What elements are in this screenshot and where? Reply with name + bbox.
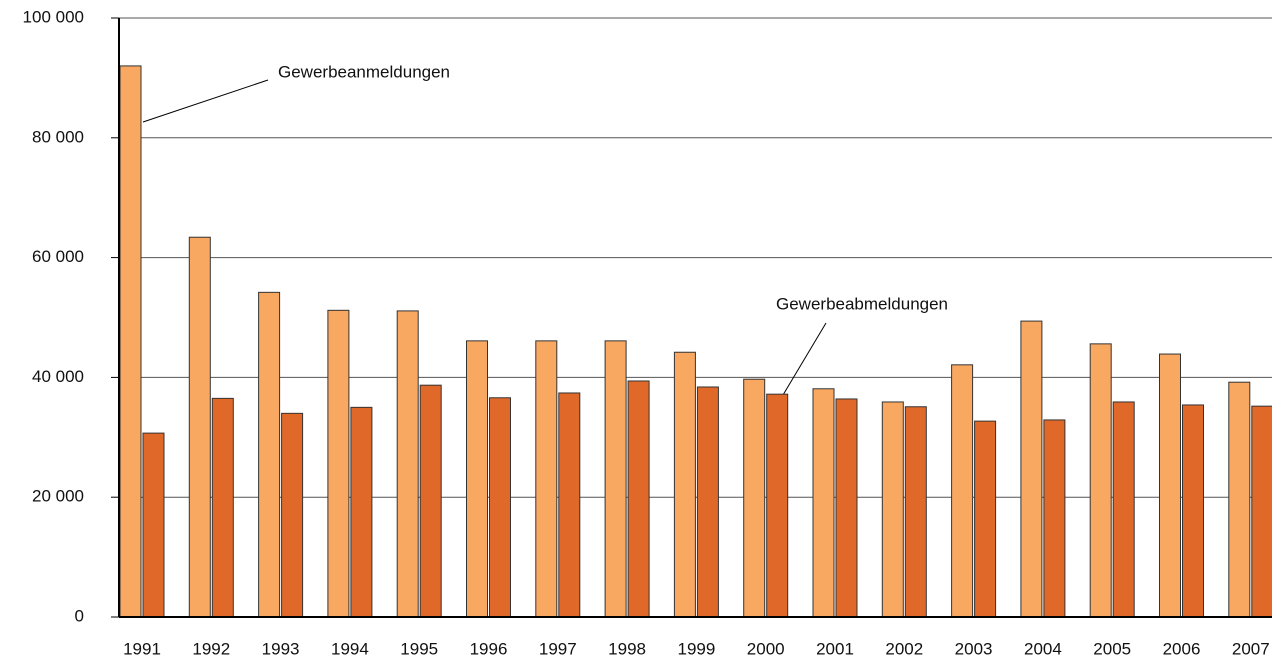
bar xyxy=(119,65,142,618)
bar xyxy=(627,380,650,618)
bar xyxy=(188,236,211,618)
x-tick-label: 2005 xyxy=(1093,639,1131,658)
bar xyxy=(604,340,627,618)
x-tick-label: 1993 xyxy=(262,639,300,658)
x-tick-label: 2001 xyxy=(816,639,854,658)
bar xyxy=(558,392,581,618)
bar xyxy=(350,406,373,618)
bar xyxy=(396,310,419,618)
bar xyxy=(1089,343,1112,618)
bar xyxy=(1043,419,1066,618)
bar xyxy=(466,340,488,618)
bar xyxy=(696,386,719,618)
leader-line xyxy=(142,79,269,123)
y-tick-label: 40 000 xyxy=(32,367,84,386)
x-tick-label: 1998 xyxy=(608,639,646,658)
bar xyxy=(419,384,442,618)
y-tick-label: 100 000 xyxy=(23,7,84,26)
y-tick-label: 20 000 xyxy=(32,487,84,506)
bar xyxy=(743,378,766,618)
x-tick-label: 1997 xyxy=(539,639,577,658)
bar xyxy=(1112,401,1135,618)
bar xyxy=(142,432,165,618)
bar xyxy=(1159,353,1181,618)
bar xyxy=(974,420,997,618)
bar xyxy=(535,340,558,618)
x-tick-label: 2000 xyxy=(747,639,785,658)
bar xyxy=(1182,404,1204,618)
x-tick-label: 1991 xyxy=(123,639,161,658)
bar xyxy=(835,398,858,618)
x-tick-label: 1996 xyxy=(470,639,508,658)
bar xyxy=(211,397,234,618)
x-tick-label: 2004 xyxy=(1024,639,1062,658)
bar xyxy=(489,397,511,618)
y-tick-label: 0 xyxy=(75,606,84,625)
x-tick-label: 2007 xyxy=(1232,639,1270,658)
bar xyxy=(1251,405,1272,618)
x-tick-label: 1994 xyxy=(331,639,369,658)
y-tick-label: 60 000 xyxy=(32,247,84,266)
bar xyxy=(812,388,835,618)
bar xyxy=(673,351,696,618)
y-tick-label: 80 000 xyxy=(32,127,84,146)
x-tick-label: 1995 xyxy=(400,639,438,658)
bar xyxy=(327,309,350,618)
x-tick-label: 1999 xyxy=(677,639,715,658)
bar xyxy=(904,406,927,618)
annotation: Gewerbeabmeldungen xyxy=(776,294,948,313)
bar xyxy=(281,412,304,618)
x-tick-label: 2003 xyxy=(955,639,993,658)
bar xyxy=(258,291,281,618)
bar xyxy=(881,401,904,618)
leader-line xyxy=(782,322,827,396)
bar xyxy=(1020,320,1043,618)
x-tick-label: 2002 xyxy=(885,639,923,658)
annotation: Gewerbeanmeldungen xyxy=(278,62,450,81)
x-tick-label: 2006 xyxy=(1163,639,1201,658)
bar xyxy=(1228,381,1251,618)
bar xyxy=(951,364,974,618)
bar xyxy=(766,393,789,618)
x-tick-label: 1992 xyxy=(192,639,230,658)
